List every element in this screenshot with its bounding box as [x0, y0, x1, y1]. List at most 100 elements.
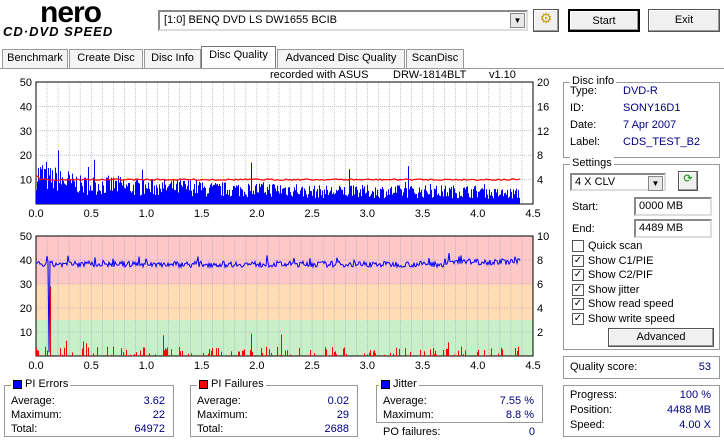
pi-failures-color-icon [199, 379, 208, 389]
tab-benchmark[interactable]: Benchmark [2, 49, 68, 68]
chevron-down-icon[interactable]: ▼ [648, 176, 663, 191]
checkbox-show-jitter[interactable]: ✓ Show jitter [572, 283, 675, 298]
pif-max-label: Maximum: [197, 409, 248, 421]
type-value: DVD-R [623, 85, 658, 97]
y-tick-label: 30 [20, 279, 32, 291]
end-input[interactable]: 4489 MB [634, 219, 712, 238]
x-tick-label: 2.5 [304, 360, 319, 372]
pie-total-label: Total: [11, 423, 38, 435]
pie-avg-value: 3.62 [143, 395, 165, 407]
progress-box: Progress: 100 % Position: 4488 MB Speed: 4.… [563, 385, 720, 437]
bg-warn-band [36, 284, 533, 320]
x-tick-label: 3.0 [360, 208, 375, 220]
speed-select[interactable]: 4 X CLV ▼ [570, 173, 666, 191]
nero-logo: nero [40, 0, 102, 29]
y-tick-label: 40 [20, 255, 32, 267]
pi-errors-title: PI Errors [25, 378, 69, 390]
pie-max-label: Maximum: [11, 409, 62, 421]
checkbox-label: Show write speed [588, 312, 675, 325]
quality-score-label: Quality score: [570, 361, 638, 373]
jitter-avg-value: 7.55 % [499, 395, 534, 407]
id-value: SONY16D1 [623, 102, 681, 114]
jitter-group: Jitter Average: 7.55 % Maximum: 8.8 % [376, 378, 543, 423]
disc-info-group: Disc info Type: DVD-R ID: SONY16D1 Date: 7 … [563, 75, 720, 158]
checkbox-show-c1-pie[interactable]: ✓ Show C1/PIE [572, 254, 675, 269]
checkbox-box[interactable] [572, 240, 584, 253]
checkbox-box[interactable]: ✓ [572, 298, 584, 311]
checkbox-quick-scan[interactable]: Quick scan [572, 239, 675, 254]
refresh-icon[interactable]: ⟳ [678, 171, 698, 191]
jitter-color-icon [381, 379, 390, 389]
checkbox-show-c2-pif[interactable]: ✓ Show C2/PIF [572, 268, 675, 283]
speed-value: 4 X CLV [575, 176, 616, 188]
pi-errors-color-icon [13, 379, 22, 389]
checkbox-box[interactable]: ✓ [572, 269, 584, 282]
x-tick-label: 2.0 [249, 360, 264, 372]
x-tick-label: 0.0 [28, 360, 43, 372]
tab-scandisc[interactable]: ScanDisc [406, 49, 464, 68]
x-tick-label: 4.5 [525, 208, 540, 220]
x-tick-label: 4.0 [470, 360, 485, 372]
progress-value: 100 % [679, 389, 711, 401]
position-label: Position: [570, 404, 613, 416]
checkbox-box[interactable]: ✓ [572, 254, 584, 267]
advanced-button[interactable]: Advanced [608, 328, 714, 347]
y2-tick-label: 16 [537, 101, 549, 113]
exit-button[interactable]: Exit [648, 9, 720, 32]
settings-checkboxes: Quick scan ✓ Show C1/PIE ✓ Show C2/PIF ✓ Show … [572, 239, 675, 326]
position-value: 4488 MB [666, 404, 711, 416]
plot-frame [35, 235, 534, 357]
x-tick-label: 1.0 [139, 360, 154, 372]
drive-value: [1:0] BENQ DVD LS DW1655 BCIB [164, 14, 338, 26]
x-tick-label: 0.0 [28, 208, 43, 220]
checkbox-label: Show C1/PIE [588, 254, 654, 267]
bg-good-band [36, 320, 533, 356]
x-tick-label: 0.5 [84, 360, 99, 372]
chevron-down-icon[interactable]: ▼ [510, 13, 525, 28]
x-tick-label: 3.5 [415, 360, 430, 372]
y2-tick-label: 10 [537, 231, 549, 243]
y-tick-label: 50 [20, 231, 32, 243]
cd-dvd-speed-logo: CD·DVD SPEED [3, 24, 114, 39]
speed-label: Speed: [570, 419, 605, 431]
read-speed-line [35, 175, 521, 181]
recorded-with: recorded with ASUS [270, 69, 369, 81]
settings-group: Settings 4 X CLV ▼ ⟳ Start: 0000 MB End: … [563, 157, 720, 350]
id-label: ID: [570, 102, 585, 114]
disc-info-title: Disc info [570, 75, 617, 87]
pi-failures-group: PI Failures Average: 0.02 Maximum: 29 Tota… [190, 378, 358, 437]
label-label: Label: [570, 136, 600, 148]
checkbox-show-write-speed[interactable]: ✓ Show write speed [572, 312, 675, 327]
tab-disc-quality[interactable]: Disc Quality [201, 46, 276, 68]
speed-value: 4.00 X [679, 419, 711, 431]
pi-errors-group: PI Errors Average: 3.62 Maximum: 22 Total:… [4, 378, 174, 437]
pif-total-label: Total: [197, 423, 224, 435]
tab-create-disc[interactable]: Create Disc [69, 49, 143, 68]
tab-divider [0, 68, 724, 69]
checkbox-label: Show read speed [588, 298, 674, 310]
tab-advanced-disc-quality[interactable]: Advanced Disc Quality [277, 49, 405, 68]
pif-max-value: 29 [336, 409, 349, 421]
x-tick-label: 1.5 [194, 208, 209, 220]
checkbox-box[interactable]: ✓ [572, 312, 584, 325]
type-label: Type: [570, 85, 597, 97]
checkbox-box[interactable]: ✓ [572, 283, 584, 296]
x-tick-label: 2.0 [249, 208, 264, 220]
x-tick-label: 1.0 [139, 208, 154, 220]
start-button[interactable]: Start [568, 9, 640, 32]
tab-disc-info[interactable]: Disc Info [144, 49, 201, 68]
y-tick-label: 10 [20, 327, 32, 339]
date-value: 7 Apr 2007 [623, 119, 677, 131]
start-input[interactable]: 0000 MB [634, 197, 712, 216]
y2-tick-label: 4 [537, 303, 543, 315]
drive-select[interactable]: [1:0] BENQ DVD LS DW1655 BCIB ▼ [158, 10, 528, 31]
settings-title: Settings [570, 157, 614, 169]
jitter-max-value: 8.8 % [505, 409, 534, 421]
checkbox-label: Quick scan [588, 240, 643, 252]
pi-failures-title: PI Failures [211, 378, 264, 390]
jitter-title: Jitter [393, 378, 417, 390]
x-tick-label: 3.5 [415, 208, 430, 220]
drive-settings-icon[interactable]: ⚙ [533, 9, 559, 32]
x-tick-label: 0.5 [84, 208, 99, 220]
checkbox-show-read-speed[interactable]: ✓ Show read speed [572, 297, 675, 312]
